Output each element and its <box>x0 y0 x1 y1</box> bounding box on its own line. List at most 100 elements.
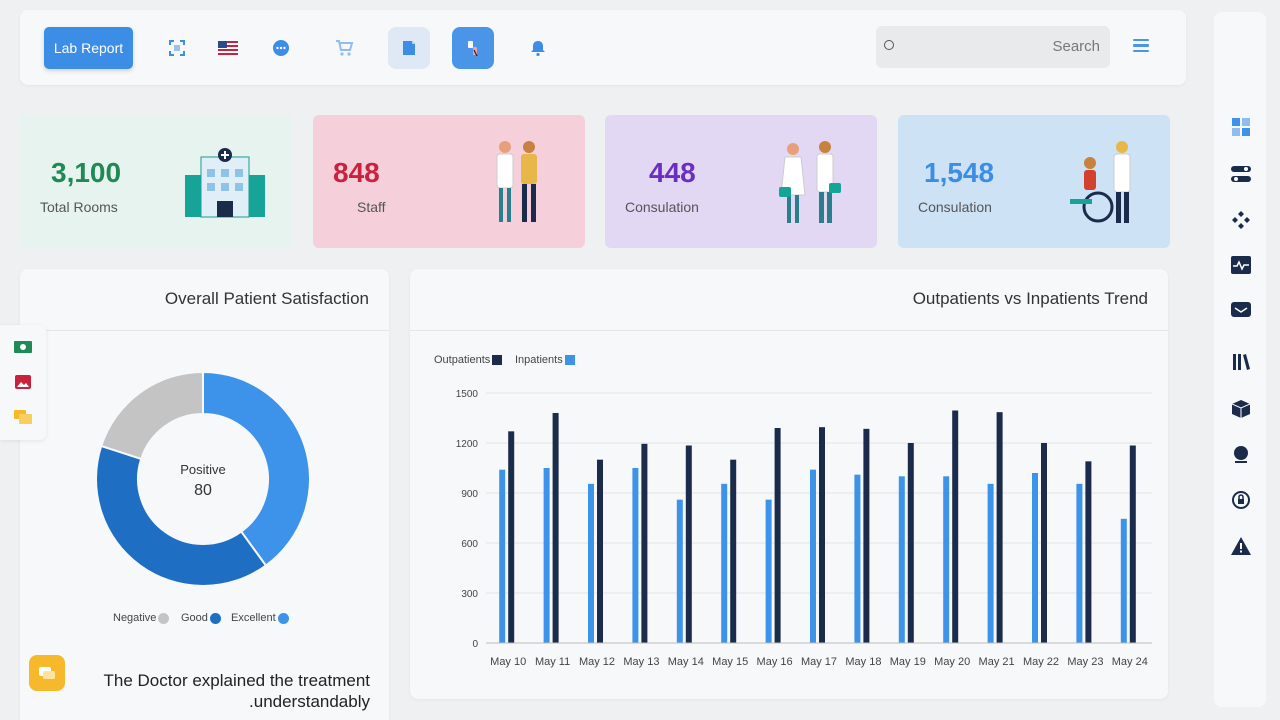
lab-tube-icon[interactable] <box>452 27 494 69</box>
bar-outpatients[interactable] <box>730 459 737 643</box>
note-icon[interactable] <box>388 27 430 69</box>
stat-card-rooms: 3,100 Total Rooms <box>20 115 292 248</box>
legend-swatch <box>277 612 289 624</box>
message-icon[interactable] <box>1230 300 1252 322</box>
bar-outpatients[interactable] <box>641 443 648 643</box>
legend-label: Outpatients <box>434 354 491 366</box>
box-icon[interactable] <box>1230 398 1252 420</box>
bar-outpatients[interactable] <box>1129 445 1136 644</box>
trend-panel: Outpatients vs Inpatients Trend Outpatie… <box>410 269 1168 699</box>
x-tick-label: May 15 <box>712 656 748 668</box>
stat-label: Consulation <box>625 199 699 215</box>
bar-inpatients[interactable] <box>543 468 550 643</box>
bar-outpatients[interactable] <box>1041 443 1047 643</box>
donut-slice-excellent[interactable] <box>202 371 311 567</box>
stat-label: Total Rooms <box>40 199 118 215</box>
legend-excellent[interactable]: Excellent <box>231 612 289 624</box>
trend-bar-chart: 0 300 600 900 1200 1500 May 10 May 11 May 12 May … <box>456 389 1152 668</box>
bar-outpatients[interactable] <box>552 413 559 643</box>
bar-outpatients[interactable] <box>863 428 870 643</box>
x-tick-label: May 17 <box>801 656 837 668</box>
bar-inpatients[interactable] <box>588 483 594 643</box>
bar-inpatients[interactable] <box>499 469 506 643</box>
chat-icon[interactable] <box>260 27 302 69</box>
image-icon[interactable] <box>8 368 38 396</box>
us-flag-icon[interactable] <box>207 27 249 69</box>
legend-negative[interactable]: Negative <box>113 612 170 624</box>
search-placeholder: Search <box>1052 38 1100 55</box>
right-sidebar <box>1214 12 1266 707</box>
search-icon <box>884 40 894 50</box>
bar-inpatients[interactable] <box>987 483 994 643</box>
folder-icon[interactable] <box>8 403 38 431</box>
bar-outpatients[interactable] <box>774 428 781 643</box>
donut-slice-good[interactable] <box>95 444 268 587</box>
comment-icon[interactable] <box>29 655 65 691</box>
x-tick-label: May 13 <box>623 656 659 668</box>
bar-inpatients[interactable] <box>854 474 861 643</box>
bar-outpatients[interactable] <box>952 410 959 644</box>
fullscreen-icon[interactable] <box>156 27 198 69</box>
legend-swatch <box>564 355 575 365</box>
stat-value: 448 <box>649 157 696 188</box>
donut-slice-negative[interactable] <box>99 371 204 461</box>
activity-icon[interactable] <box>1230 254 1252 276</box>
x-tick-label: May 10 <box>490 656 526 668</box>
bar-inpatients[interactable] <box>810 469 816 643</box>
toggle-icon[interactable] <box>1230 163 1252 185</box>
stat-value: 3,100 <box>51 157 122 188</box>
x-tick-label: May 16 <box>757 656 793 668</box>
legend-swatch <box>209 612 221 624</box>
stat-card-consultation-1: 448 Consulation <box>605 115 877 248</box>
legend-inpatients[interactable]: Inpatients <box>515 354 575 366</box>
bar-inpatients[interactable] <box>765 499 772 643</box>
bar-outpatients[interactable] <box>685 445 692 644</box>
y-tick-label: 900 <box>461 489 478 500</box>
panel-title: Outpatients vs Inpatients Trend <box>912 289 1148 308</box>
bar-inpatients[interactable] <box>632 468 639 643</box>
menu-icon[interactable] <box>1133 39 1149 53</box>
bar-inpatients[interactable] <box>1076 483 1083 643</box>
library-icon[interactable] <box>1230 351 1252 373</box>
bar-outpatients[interactable] <box>1085 461 1092 643</box>
stat-value: 848 <box>333 157 380 188</box>
x-tick-label: May 18 <box>845 656 881 668</box>
y-tick-label: 0 <box>472 639 478 650</box>
lock-refresh-icon[interactable] <box>1230 489 1252 511</box>
bar-outpatients[interactable] <box>907 443 914 643</box>
panel-title: Overall Patient Satisfaction <box>164 289 369 308</box>
patient-quote: The Doctor explained the treatment .unde… <box>103 671 370 711</box>
legend-label: Excellent <box>231 612 276 624</box>
bar-outpatients[interactable] <box>819 427 825 643</box>
bar-inpatients[interactable] <box>721 483 728 643</box>
bell-icon[interactable] <box>517 27 559 69</box>
warning-icon[interactable] <box>1230 535 1252 557</box>
money-icon[interactable] <box>8 333 38 361</box>
bar-outpatients[interactable] <box>996 412 1003 643</box>
x-tick-label: May 12 <box>579 656 615 668</box>
stat-value: 1,548 <box>924 157 995 188</box>
legend-outpatients[interactable]: Outpatients <box>434 354 503 366</box>
bar-outpatients[interactable] <box>508 431 515 643</box>
donut-center-value: 80 <box>194 482 212 499</box>
bar-outpatients[interactable] <box>597 459 603 643</box>
search-box[interactable]: Search <box>876 26 1110 68</box>
nurses-icon <box>779 141 841 223</box>
bar-inpatients[interactable] <box>1120 518 1127 643</box>
bar-inpatients[interactable] <box>676 499 683 643</box>
hospital-icon <box>185 148 265 218</box>
bar-inpatients[interactable] <box>943 476 950 643</box>
lab-report-button[interactable]: Lab Report <box>44 27 133 69</box>
divider <box>20 330 389 331</box>
dashboard-icon[interactable] <box>1230 116 1252 138</box>
bar-inpatients[interactable] <box>1032 473 1038 643</box>
legend-good[interactable]: Good <box>181 612 221 624</box>
globe-icon[interactable] <box>1230 443 1252 465</box>
components-icon[interactable] <box>1230 209 1252 231</box>
legend-label: Good <box>181 612 208 624</box>
y-tick-label: 300 <box>461 589 478 600</box>
bar-inpatients[interactable] <box>898 476 905 643</box>
cart-icon[interactable] <box>323 27 365 69</box>
legend-swatch <box>492 355 503 365</box>
stat-label: Consulation <box>918 199 992 215</box>
